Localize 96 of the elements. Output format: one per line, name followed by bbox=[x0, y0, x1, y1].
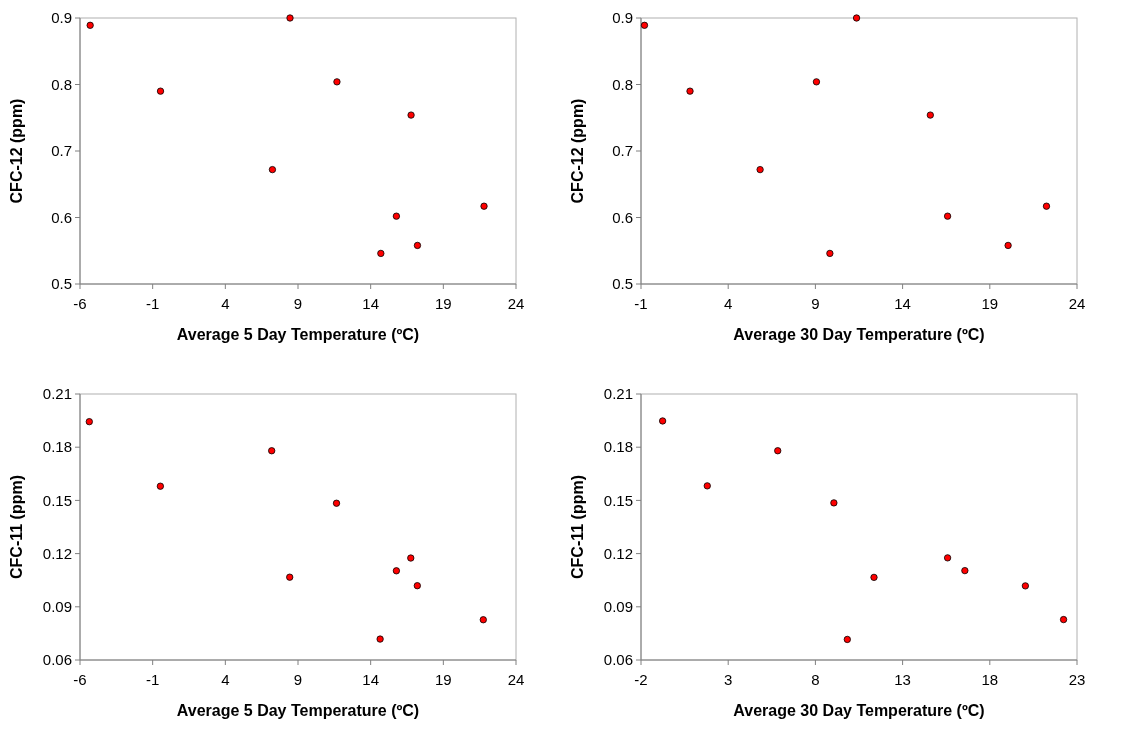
x-tick-label: 9 bbox=[293, 295, 303, 312]
y-tick-label: 0.6 bbox=[51, 208, 72, 226]
y-tick-label: 0.15 bbox=[603, 491, 633, 509]
point bbox=[1059, 615, 1068, 624]
x-tick-label: 14 bbox=[894, 295, 911, 312]
point bbox=[1004, 241, 1012, 250]
point bbox=[843, 635, 851, 644]
x-tick-label: 8 bbox=[811, 671, 820, 688]
y-tick-label: 0.8 bbox=[51, 75, 72, 93]
point bbox=[407, 111, 415, 119]
point bbox=[830, 499, 838, 507]
y-tick-label: 0.12 bbox=[42, 544, 72, 562]
x-axis-title: Average 5 Day Temperature (ºC) bbox=[176, 326, 420, 343]
point bbox=[870, 573, 878, 581]
x-axis-title: Average 30 Day Temperature (ºC) bbox=[733, 326, 985, 343]
point bbox=[413, 582, 421, 590]
y-tick-label: 0.5 bbox=[612, 275, 633, 293]
point bbox=[376, 635, 384, 643]
y-tick-label: 0.06 bbox=[603, 651, 633, 669]
point bbox=[413, 241, 422, 250]
x-tick-label: 24 bbox=[1068, 295, 1086, 312]
x-tick-label: 13 bbox=[894, 671, 911, 688]
point bbox=[286, 14, 294, 22]
point bbox=[640, 21, 649, 29]
x-axis-title: Average 30 Day Temperature (ºC) bbox=[733, 702, 985, 719]
x-tick-label: 18 bbox=[981, 671, 999, 688]
point bbox=[1042, 202, 1051, 210]
x-tick-label: 4 bbox=[724, 295, 733, 312]
y-tick-label: 0.21 bbox=[42, 385, 72, 403]
point bbox=[812, 78, 821, 86]
point bbox=[392, 212, 400, 220]
point bbox=[826, 249, 834, 258]
x-tick-label: 3 bbox=[724, 671, 733, 688]
point bbox=[333, 78, 341, 86]
y-tick-label: 0.12 bbox=[603, 544, 633, 562]
point bbox=[156, 482, 164, 490]
x-tick-label: 24 bbox=[507, 295, 525, 312]
y-tick-label: 0.18 bbox=[603, 438, 633, 456]
point bbox=[1021, 582, 1029, 590]
x-tick-label: -2 bbox=[634, 671, 648, 688]
y-tick-label: 0.15 bbox=[42, 491, 72, 509]
point bbox=[377, 249, 385, 258]
point bbox=[479, 616, 487, 624]
point bbox=[774, 447, 782, 455]
x-tick-label: 23 bbox=[1068, 671, 1086, 688]
point bbox=[86, 21, 94, 29]
y-tick-label: 0.8 bbox=[612, 75, 633, 93]
x-tick-label: 9 bbox=[811, 295, 820, 312]
y-axis-title: CFC-11 (ppm) bbox=[8, 475, 25, 579]
x-tick-label: 9 bbox=[293, 671, 303, 688]
y-tick-label: 0.7 bbox=[51, 142, 72, 160]
y-tick-label: 0.7 bbox=[612, 142, 633, 160]
point bbox=[852, 14, 861, 22]
x-tick-label: -1 bbox=[145, 295, 160, 312]
x-tick-label: -1 bbox=[145, 671, 160, 688]
x-tick-label: 4 bbox=[221, 671, 230, 688]
point bbox=[686, 87, 694, 95]
x-tick-label: -6 bbox=[73, 671, 87, 688]
point bbox=[286, 573, 294, 581]
y-tick-label: 0.5 bbox=[51, 275, 72, 293]
point bbox=[703, 482, 711, 490]
point bbox=[156, 87, 165, 95]
y-axis-title: CFC-12 (ppm) bbox=[569, 98, 586, 204]
point bbox=[332, 499, 341, 507]
point bbox=[268, 166, 277, 174]
point bbox=[85, 418, 93, 426]
x-tick-label: -6 bbox=[73, 295, 87, 312]
y-tick-label: 0.18 bbox=[42, 438, 72, 456]
x-tick-label: 19 bbox=[434, 671, 452, 688]
y-tick-label: 0.9 bbox=[612, 9, 633, 27]
point bbox=[961, 567, 969, 575]
point bbox=[944, 554, 952, 562]
x-tick-label: 14 bbox=[362, 295, 380, 312]
point bbox=[480, 202, 488, 210]
y-tick-label: 0.09 bbox=[42, 598, 72, 616]
x-axis-title: Average 5 Day Temperature (ºC) bbox=[176, 702, 420, 719]
x-tick-label: 24 bbox=[507, 671, 525, 688]
x-tick-label: 14 bbox=[362, 671, 380, 688]
x-tick-label: 19 bbox=[434, 295, 452, 312]
x-tick-label: 4 bbox=[221, 295, 230, 312]
x-tick-label: -1 bbox=[634, 295, 648, 312]
point bbox=[944, 212, 952, 220]
y-tick-label: 0.06 bbox=[42, 651, 72, 669]
point bbox=[268, 447, 276, 455]
point bbox=[392, 567, 400, 575]
y-tick-label: 0.21 bbox=[603, 385, 633, 403]
point bbox=[659, 417, 667, 425]
y-tick-label: 0.09 bbox=[603, 598, 633, 616]
y-tick-label: 0.9 bbox=[51, 9, 72, 27]
x-tick-label: 19 bbox=[981, 295, 999, 312]
y-tick-label: 0.6 bbox=[612, 208, 633, 226]
y-axis-title: CFC-12 (ppm) bbox=[8, 98, 25, 204]
point bbox=[926, 111, 934, 119]
y-axis-title: CFC-11 (ppm) bbox=[569, 475, 586, 579]
point bbox=[407, 554, 415, 562]
point bbox=[756, 166, 764, 174]
